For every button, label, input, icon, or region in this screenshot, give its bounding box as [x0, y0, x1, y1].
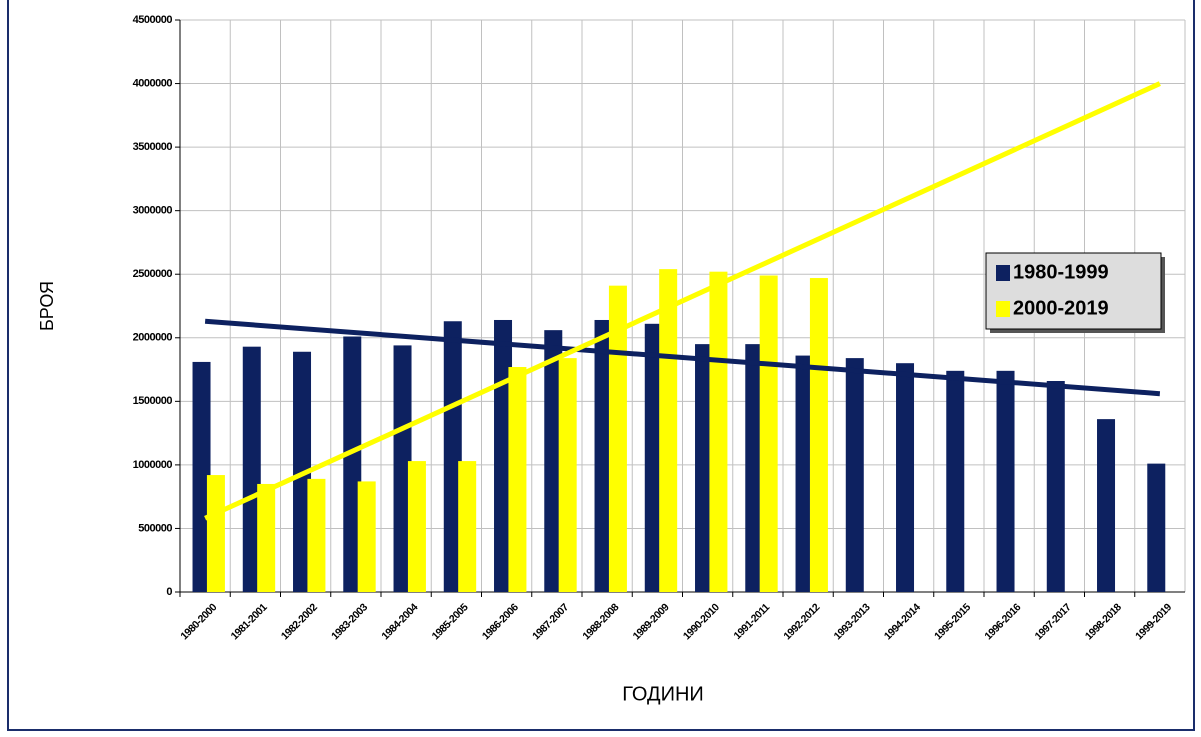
bar	[257, 483, 276, 592]
y-tick-label: 4500000	[133, 14, 173, 26]
bar	[594, 319, 613, 592]
bar	[357, 481, 376, 592]
bar	[343, 336, 362, 592]
y-tick-label: 4000000	[133, 77, 173, 89]
bar	[608, 285, 627, 592]
bar	[795, 355, 814, 592]
legend	[985, 252, 1162, 330]
bar	[393, 345, 412, 592]
bar	[745, 344, 764, 592]
y-tick-label: 3500000	[133, 141, 173, 153]
y-tick-label: 0	[166, 586, 172, 598]
bar	[759, 275, 778, 592]
bar	[192, 361, 211, 592]
legend-label: 2000-2019	[1013, 297, 1109, 319]
trend-line	[204, 81, 1161, 521]
bar	[896, 363, 915, 592]
y-tick-label: 2500000	[133, 268, 173, 280]
y-axis-label: БРОЯ	[37, 281, 57, 331]
legend-swatch	[996, 301, 1010, 317]
bar	[845, 358, 864, 592]
trend-line	[204, 318, 1161, 397]
bar	[443, 321, 462, 592]
y-tick-label: 2000000	[133, 332, 173, 344]
y-tick-label: 1500000	[133, 395, 173, 407]
bar	[695, 344, 714, 592]
y-tick-label: 3000000	[133, 205, 173, 217]
bar	[809, 278, 828, 592]
x-axis-label: ГОДИНИ	[622, 683, 704, 705]
bar	[1097, 419, 1116, 592]
bar	[946, 370, 965, 592]
bar	[709, 271, 728, 592]
legend-label: 1980-1999	[1013, 261, 1109, 283]
legend-swatch	[996, 265, 1010, 281]
bar	[996, 370, 1015, 592]
bar	[544, 330, 563, 592]
bar	[1046, 380, 1065, 592]
bar	[558, 358, 577, 592]
bar	[659, 269, 678, 592]
bar	[494, 319, 513, 592]
bar	[307, 478, 326, 592]
bar	[458, 461, 477, 592]
bar	[242, 346, 261, 592]
bar	[206, 475, 225, 592]
y-tick-label: 500000	[138, 522, 172, 534]
bar	[407, 461, 426, 592]
y-tick-label: 1000000	[133, 459, 173, 471]
bar	[644, 323, 663, 592]
bar	[1147, 463, 1166, 592]
bar	[508, 367, 527, 592]
